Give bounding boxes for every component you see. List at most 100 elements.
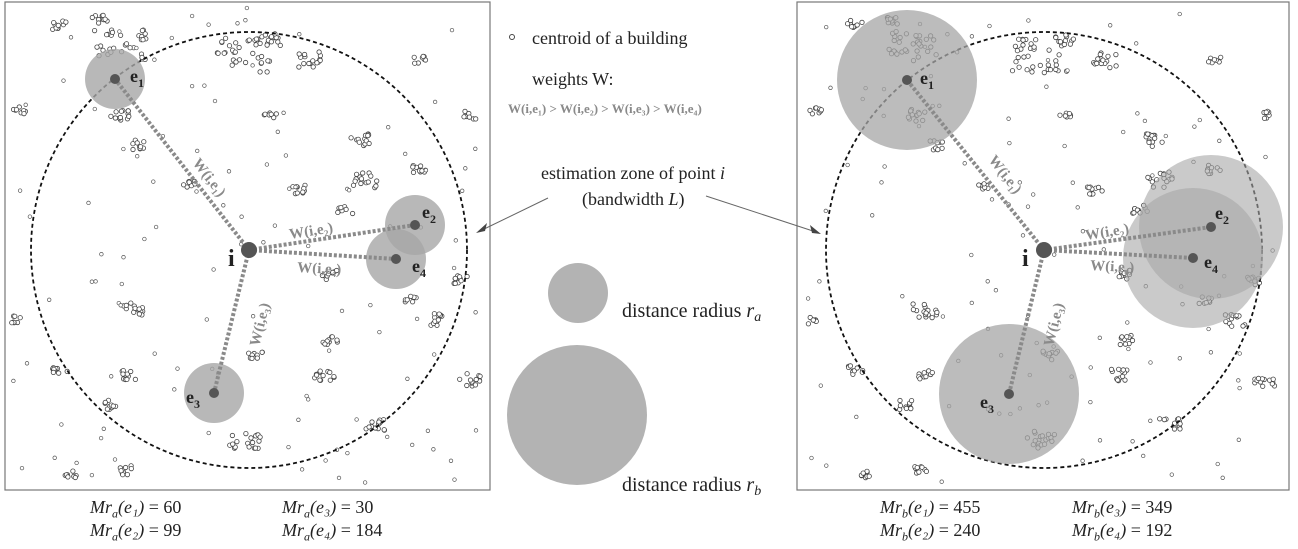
building-centroid — [1015, 54, 1021, 61]
building-centroid — [1062, 113, 1069, 119]
building-centroid — [432, 99, 438, 105]
building-centroid — [204, 317, 209, 322]
building-centroid — [859, 19, 865, 25]
building-centroid — [124, 376, 130, 382]
building-centroid — [334, 337, 340, 343]
right-panel: i e1 e2 e4 e3 W(i,e₁) W(i,e₂) W(i,e₄) W(… — [796, 1, 1290, 491]
building-centroid — [92, 27, 98, 34]
building-centroid — [243, 18, 248, 23]
building-centroid — [962, 161, 967, 166]
building-centroid — [1192, 124, 1197, 129]
building-centroid — [1148, 418, 1153, 423]
building-centroid — [250, 314, 256, 319]
building-centroid — [466, 114, 472, 120]
building-centroid — [1030, 64, 1036, 70]
building-centroid — [102, 16, 108, 22]
building-centroid — [1237, 351, 1242, 356]
building-centroid — [1020, 42, 1026, 48]
building-centroid — [900, 294, 905, 299]
building-centroid — [17, 315, 23, 321]
building-centroid — [259, 349, 265, 355]
building-centroid — [89, 14, 95, 21]
building-centroid — [250, 439, 256, 446]
building-centroid — [264, 42, 270, 48]
building-centroid — [809, 455, 814, 461]
building-centroid — [472, 382, 479, 388]
building-centroid — [72, 474, 78, 481]
building-centroid — [265, 58, 271, 64]
building-centroid — [123, 302, 129, 308]
building-centroid — [130, 146, 136, 153]
building-centroid — [221, 50, 227, 56]
building-centroid — [52, 455, 57, 460]
building-centroid — [123, 464, 129, 471]
building-centroid — [109, 374, 114, 379]
building-centroid — [181, 182, 187, 188]
building-centroid — [294, 190, 300, 196]
building-centroid — [1234, 313, 1239, 318]
building-centroid — [1007, 140, 1012, 146]
building-centroid — [940, 314, 946, 319]
building-centroid — [243, 59, 249, 66]
building-centroid — [368, 173, 374, 179]
building-centroid — [1130, 439, 1135, 444]
building-centroid — [1260, 383, 1266, 389]
building-centroid — [1053, 34, 1059, 41]
building-centroid — [467, 377, 474, 383]
building-centroid — [335, 209, 341, 215]
building-centroid — [310, 58, 316, 64]
building-centroid — [358, 176, 365, 182]
building-centroid — [473, 428, 479, 433]
building-centroid — [316, 49, 322, 55]
building-centroid — [102, 399, 108, 405]
building-centroid — [326, 348, 332, 353]
building-centroid — [206, 22, 211, 27]
left-point-i — [241, 242, 257, 258]
weights-title: weights W: — [532, 69, 614, 89]
left-building-centroids — [9, 5, 483, 485]
building-centroid — [117, 114, 124, 121]
building-centroid — [818, 383, 823, 388]
building-centroid — [142, 31, 148, 37]
result-b-e1: Mrb(e₁) = 455 — [880, 497, 981, 521]
arrow-head-left — [476, 223, 487, 233]
arrow-head-right — [810, 225, 821, 234]
building-centroid — [1013, 59, 1019, 65]
building-centroid — [1126, 346, 1131, 352]
building-centroid — [333, 267, 340, 274]
building-centroid — [432, 352, 437, 357]
building-centroid — [112, 457, 118, 462]
building-centroid — [1006, 116, 1011, 121]
building-centroid — [844, 21, 851, 27]
building-centroid — [985, 279, 990, 284]
building-centroid — [1117, 341, 1123, 348]
building-centroid — [258, 53, 265, 60]
building-centroid — [299, 467, 305, 472]
building-centroid — [870, 213, 875, 218]
building-centroid — [805, 321, 812, 327]
building-centroid — [246, 444, 252, 450]
building-centroid — [463, 166, 468, 171]
building-centroid — [1061, 41, 1068, 48]
building-centroid — [1145, 131, 1151, 137]
building-centroid — [112, 115, 119, 121]
result-b-e2: Mrb(e₂) = 240 — [880, 520, 981, 544]
building-centroid — [1159, 139, 1165, 145]
building-centroid — [98, 435, 104, 441]
building-centroid — [824, 24, 829, 30]
arrow-to-right-zone — [705, 195, 817, 233]
building-centroid — [1177, 421, 1183, 427]
building-centroid — [229, 62, 235, 68]
building-centroid — [136, 311, 142, 317]
building-centroid — [233, 40, 239, 46]
building-centroid — [124, 471, 131, 478]
building-centroid — [1237, 385, 1242, 391]
right-link-e2 — [1043, 225, 1212, 252]
building-centroid — [93, 279, 98, 284]
building-centroid — [221, 203, 226, 208]
building-centroid — [369, 419, 375, 425]
building-centroid — [1025, 53, 1031, 59]
building-centroid — [436, 311, 442, 317]
building-centroid — [910, 301, 916, 307]
building-centroid — [1053, 62, 1059, 68]
